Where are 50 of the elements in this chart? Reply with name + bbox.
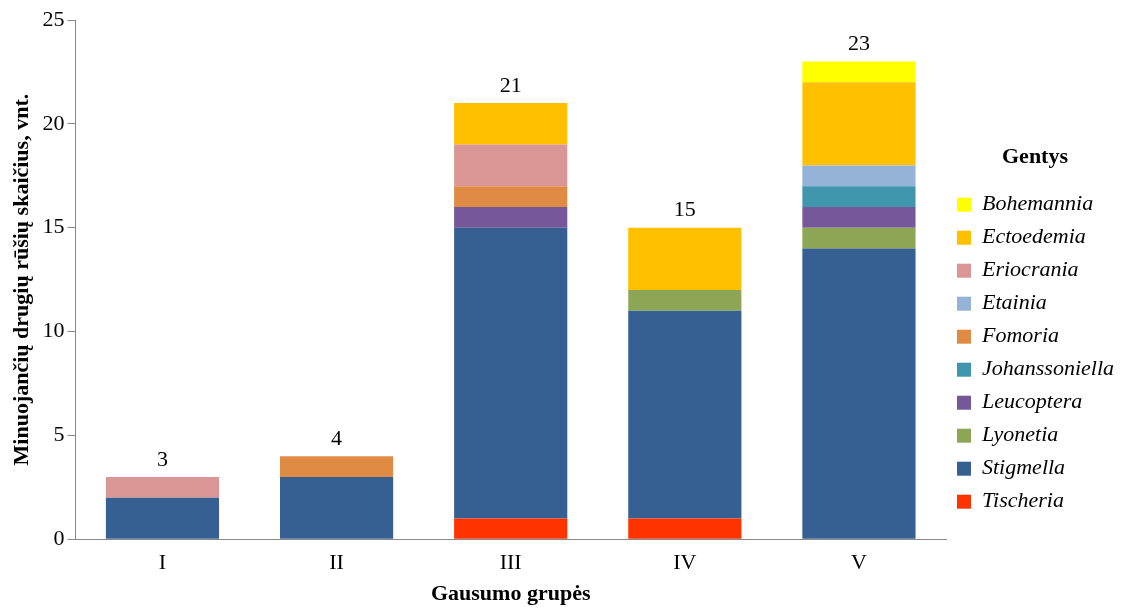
total-label: 15 [673,196,696,222]
legend-label: Leucoptera [981,388,1083,414]
y-tick-label: 0 [53,524,65,550]
bar [802,248,916,539]
bar [454,103,568,145]
bar [454,144,568,187]
y-tick-label: 5 [53,421,65,447]
y-tick-label: 25 [42,5,65,31]
y-tick-label: 20 [42,109,65,135]
bar [802,61,916,83]
x-tick-label: V [851,549,867,575]
bar [454,186,568,207]
total-label: 3 [156,445,168,471]
x-tick-label: III [499,549,522,575]
bar [628,289,742,311]
bar [105,476,220,498]
legend-label: Eriocrania [981,256,1079,282]
bar [802,82,916,166]
legend-label: Stigmella [982,454,1066,480]
x-tick-label: II [329,549,344,575]
total-label: 23 [847,30,870,56]
bar [802,227,916,249]
legend-label: Lyonetia [981,421,1059,447]
x-tick-label: I [158,549,167,575]
bar [279,456,394,477]
total-label: 4 [331,424,343,450]
legend-label: Fomoria [981,322,1060,348]
legend-label: Etainia [981,289,1047,315]
legend-label: Ectoedemia [981,223,1086,249]
y-axis-title: Minuojančių drugių rūšių skaičius, vnt. [7,93,33,466]
bar [628,310,742,519]
bar [628,227,742,290]
bar [802,165,916,187]
bar [454,227,568,519]
bar [802,206,916,228]
bar [279,476,394,539]
x-axis-title: Gausumo grupės [430,580,591,606]
bar [454,518,568,539]
legend-label: Tischeria [982,487,1064,513]
y-tick-label: 10 [42,317,65,343]
bar [802,186,916,207]
bar [628,518,742,539]
legend-title: Gentys [1002,142,1069,168]
bar [105,497,220,539]
legend-label: Johanssoniella [982,355,1115,381]
total-label: 21 [499,71,522,97]
bar [454,206,568,228]
legend-label: Bohemannia [982,190,1094,216]
x-tick-label: IV [673,549,697,575]
y-tick-label: 15 [42,213,65,239]
